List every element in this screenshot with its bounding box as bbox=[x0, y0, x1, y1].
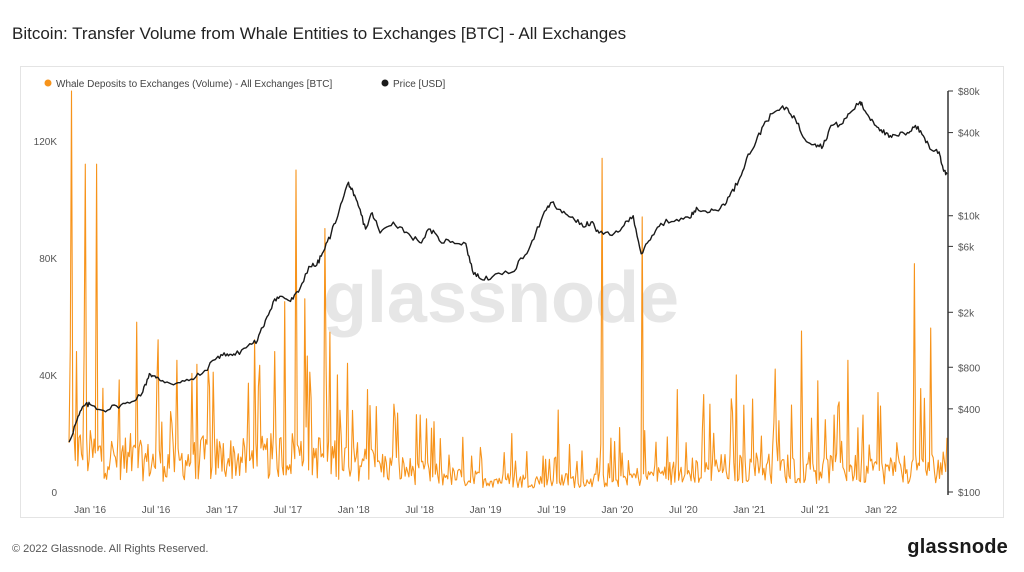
right-tick-label: $2k bbox=[958, 308, 975, 319]
right-tick-label: $100 bbox=[958, 488, 981, 499]
legend-price-marker[interactable] bbox=[381, 79, 389, 87]
right-tick-label: $800 bbox=[958, 363, 981, 374]
x-tick-label: Jan '21 bbox=[733, 505, 765, 516]
left-tick-label: 80K bbox=[39, 254, 57, 265]
right-tick-label: $40k bbox=[958, 129, 981, 140]
x-tick-label: Jul '18 bbox=[405, 505, 434, 516]
page-title: Bitcoin: Transfer Volume from Whale Enti… bbox=[12, 24, 627, 43]
legend-volume-marker[interactable] bbox=[44, 79, 52, 87]
x-tick-label: Jan '18 bbox=[338, 505, 370, 516]
right-tick-label: $400 bbox=[958, 405, 981, 416]
volume-series bbox=[68, 90, 948, 489]
x-tick-label: Jul '20 bbox=[669, 505, 698, 516]
x-tick-label: Jan '19 bbox=[470, 505, 502, 516]
x-tick-label: Jan '17 bbox=[206, 505, 238, 516]
x-tick-label: Jan '20 bbox=[601, 505, 633, 516]
x-tick-label: Jul '19 bbox=[537, 505, 566, 516]
price-series bbox=[68, 100, 948, 443]
x-tick-label: Jan '22 bbox=[865, 505, 897, 516]
legend-volume-label[interactable]: Whale Deposits to Exchanges (Volume) - A… bbox=[56, 79, 332, 90]
left-tick-label: 120K bbox=[34, 137, 58, 148]
right-tick-label: $6k bbox=[958, 242, 975, 253]
right-tick-label: $10k bbox=[958, 212, 981, 223]
watermark: glassnode bbox=[323, 258, 679, 338]
copyright-text: © 2022 Glassnode. All Rights Reserved. bbox=[12, 543, 209, 555]
volume-line bbox=[68, 90, 948, 489]
glassnode-logo[interactable]: glassnode bbox=[907, 536, 1008, 558]
x-axis: Jan '16 Jul '16 Jan '17 Jul '17 Jan '18 Jul '… bbox=[74, 505, 897, 516]
x-tick-label: Jul '16 bbox=[142, 505, 171, 516]
price-line bbox=[68, 100, 948, 443]
chart-container: Whale Deposits to Exchanges (Volume) - A… bbox=[20, 66, 1004, 518]
x-tick-label: Jul '17 bbox=[274, 505, 303, 516]
right-axis: $100 $400 $800 $2k $6k $10k $40k $80k bbox=[948, 87, 981, 499]
legend: Whale Deposits to Exchanges (Volume) - A… bbox=[44, 79, 445, 90]
x-tick-label: Jul '21 bbox=[801, 505, 830, 516]
chart-svg: Whale Deposits to Exchanges (Volume) - A… bbox=[34, 79, 981, 516]
right-tick-label: $80k bbox=[958, 87, 981, 98]
left-tick-label: 40K bbox=[39, 371, 57, 382]
left-axis: 0 40K 80K 120K bbox=[34, 137, 58, 499]
x-tick-label: Jan '16 bbox=[74, 505, 106, 516]
legend-price-label[interactable]: Price [USD] bbox=[393, 79, 445, 90]
left-tick-label: 0 bbox=[51, 488, 57, 499]
